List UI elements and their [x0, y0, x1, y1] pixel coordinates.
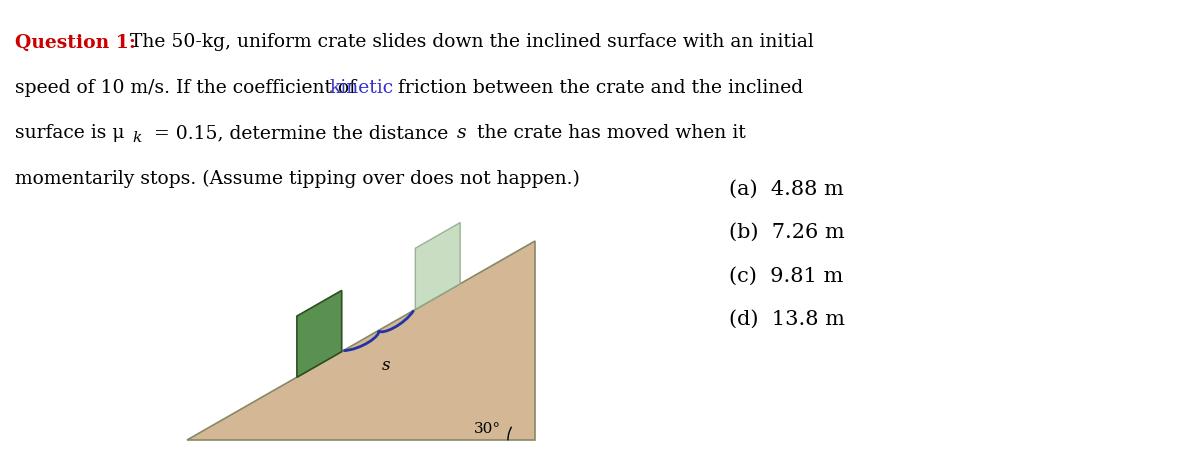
- Text: k: k: [132, 131, 142, 145]
- Text: surface is μ: surface is μ: [14, 124, 125, 142]
- Text: = 0.15, determine the distance: = 0.15, determine the distance: [148, 124, 455, 142]
- Text: (d)  13.8 m: (d) 13.8 m: [730, 310, 845, 329]
- Text: s: s: [382, 357, 390, 374]
- Text: 30°: 30°: [474, 423, 500, 437]
- Text: friction between the crate and the inclined: friction between the crate and the incli…: [392, 79, 803, 97]
- Text: (c)  9.81 m: (c) 9.81 m: [730, 267, 844, 285]
- Text: s: s: [457, 124, 467, 142]
- Polygon shape: [187, 241, 535, 440]
- Text: speed of 10 m/s. If the coefficient of: speed of 10 m/s. If the coefficient of: [14, 79, 362, 97]
- Text: kinetic: kinetic: [329, 79, 394, 97]
- Text: (b)  7.26 m: (b) 7.26 m: [730, 223, 845, 242]
- Text: (a)  4.88 m: (a) 4.88 m: [730, 179, 845, 198]
- Text: The 50-kg, uniform crate slides down the inclined surface with an initial: The 50-kg, uniform crate slides down the…: [125, 33, 814, 51]
- Text: momentarily stops. (Assume tipping over does not happen.): momentarily stops. (Assume tipping over …: [14, 170, 580, 188]
- Text: the crate has moved when it: the crate has moved when it: [470, 124, 745, 142]
- Polygon shape: [415, 222, 460, 309]
- Polygon shape: [296, 290, 342, 377]
- Text: Question 1:: Question 1:: [14, 33, 136, 51]
